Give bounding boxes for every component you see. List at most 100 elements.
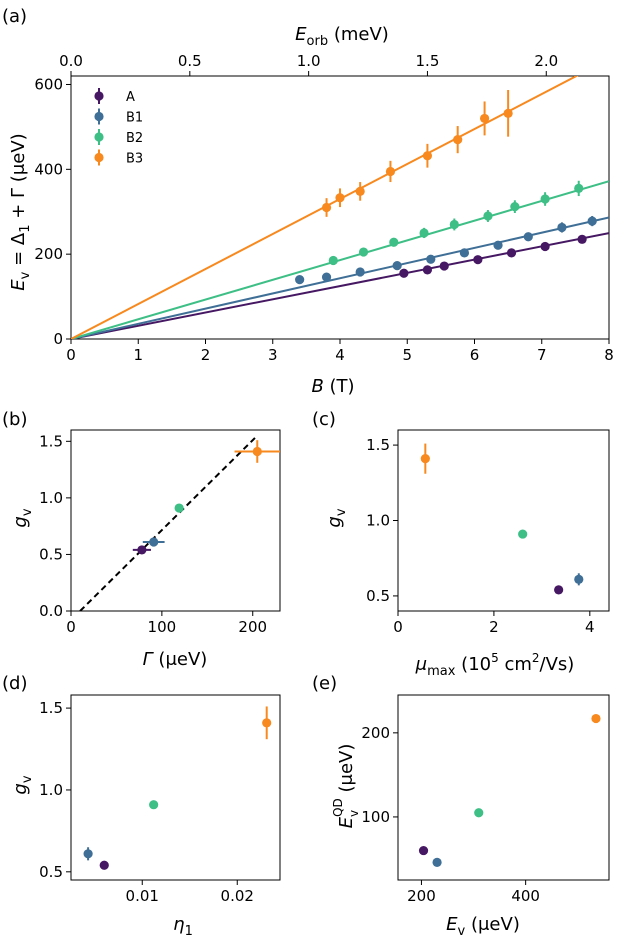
- x-tick-label-a: 7: [537, 346, 547, 364]
- legend-marker-A: [94, 91, 104, 101]
- data-point-B2: [328, 255, 338, 266]
- axis-title-d-y: gv: [10, 775, 35, 794]
- data-point-A: [137, 545, 147, 555]
- x-tick-label-a: 3: [268, 346, 278, 364]
- data-point-B2: [474, 808, 484, 818]
- data-point-B2: [510, 202, 520, 212]
- data-point-B1: [321, 272, 332, 282]
- axis-title-b-y: gv: [10, 508, 35, 527]
- panel-c: 0 2 4 0.5 1.0 1.5: [366, 429, 610, 636]
- x-tick-label-c: 4: [585, 618, 595, 636]
- y-tick-label-a: 600: [34, 75, 63, 93]
- axis-title-e-y: EvQD (μeV): [331, 744, 361, 829]
- y-tick-label-a: 200: [34, 245, 63, 263]
- axes-frame-b: [70, 429, 281, 612]
- x2-tick-label-a: 1.5: [416, 52, 440, 70]
- x-tick-label-a: 4: [335, 346, 345, 364]
- x-tick-label-b: 100: [148, 618, 177, 636]
- data-point-A: [422, 265, 433, 275]
- legend-label-B3: B3: [126, 152, 143, 167]
- plot-area-d: [83, 706, 272, 870]
- y-tick-label-d: 1.0: [39, 781, 63, 799]
- panel-label-d: (d): [2, 673, 27, 694]
- x2-tick-label-a: 2.0: [534, 52, 558, 70]
- x-tick-label-e: 400: [511, 887, 540, 905]
- data-point-B1: [392, 261, 402, 271]
- data-point-A: [99, 860, 109, 870]
- panel-d: 0.01 0.02 0.5 1.0 1.5: [39, 694, 281, 905]
- axis-title-c-y: gv: [324, 508, 349, 527]
- y-tick-label-b: 0.5: [39, 545, 63, 563]
- data-point-B3: [422, 151, 433, 161]
- data-point-A: [577, 234, 587, 244]
- legend-marker-B2: [94, 132, 104, 142]
- legend-label-B2: B2: [126, 131, 143, 146]
- data-point-B3: [321, 202, 332, 213]
- x-tick-label-b: 0: [66, 618, 76, 636]
- panel-b: 0 100 200 0.0 0.5 1.0 1.5: [39, 429, 281, 636]
- data-point-B2: [174, 503, 184, 513]
- data-point-B1: [295, 275, 305, 285]
- data-point-B1: [574, 574, 584, 584]
- data-point-A: [418, 845, 429, 856]
- x-tick-label-a: 5: [402, 346, 412, 364]
- plot-area-e: [418, 713, 601, 867]
- axis-title-d-x: η1: [173, 914, 193, 939]
- y-tick-label-d: 1.5: [39, 699, 63, 717]
- data-point-B3: [252, 446, 262, 457]
- x-tick-label-a: 8: [604, 346, 614, 364]
- y-tick-label-e: 100: [361, 808, 390, 826]
- axis-title-b-x: Γ (μeV): [143, 649, 208, 670]
- data-point-B3: [262, 718, 272, 728]
- data-point-A: [439, 261, 449, 271]
- y-tick-label-c: 1.0: [366, 512, 390, 530]
- axes-frame-a: [70, 75, 610, 340]
- data-point-B2: [389, 237, 399, 247]
- axes-frame-e: [397, 694, 610, 881]
- panel-a: 0 1 2 3 4 5 6 7 8 0 200 400 600 0.0 0.5 1.0 1.5 2.0 A B1 B2 B…: [34, 52, 613, 364]
- data-point-B3: [355, 186, 365, 196]
- y-tick-label-c: 0.5: [366, 587, 390, 605]
- x-tick-label-e: 200: [407, 887, 436, 905]
- y-tick-label-b: 0.0: [39, 602, 63, 620]
- data-point-B3: [420, 454, 430, 464]
- axis-title-c-x: μmax (105 cm2/Vs): [415, 651, 575, 679]
- data-point-B2: [449, 219, 459, 230]
- data-point-A: [506, 248, 517, 258]
- data-point-B3: [335, 193, 345, 203]
- panel-label-c: (c): [312, 409, 336, 430]
- data-point-A: [540, 241, 550, 252]
- legend-label-B1: B1: [126, 111, 143, 126]
- y-tick-label-b: 1.0: [39, 489, 63, 507]
- data-point-B2: [574, 183, 584, 194]
- x-tick-label-d: 0.01: [126, 887, 159, 905]
- data-point-B1: [459, 248, 470, 258]
- plot-area-c: [420, 443, 584, 595]
- axis-title-a-top: Eorb (meV): [295, 24, 389, 49]
- dashed-guide-line: [79, 434, 258, 611]
- panel-e: 200 400 100 200: [361, 694, 610, 905]
- data-point-B2: [149, 800, 159, 810]
- data-point-B3: [503, 108, 513, 118]
- data-point-B1: [557, 222, 567, 233]
- data-point-B2: [419, 228, 429, 238]
- x2-tick-label-a: 0.0: [59, 52, 83, 70]
- x2-tick-label-a: 0.5: [178, 52, 202, 70]
- x-tick-label-d: 0.02: [221, 887, 254, 905]
- data-point-B2: [358, 247, 369, 257]
- x-tick-label-b: 200: [238, 618, 267, 636]
- data-point-B2: [540, 194, 550, 204]
- axis-title-a-x: B (T): [311, 376, 354, 397]
- data-point-B1: [355, 267, 365, 277]
- y-tick-label-d: 0.5: [39, 863, 63, 881]
- data-point-B1: [83, 849, 93, 859]
- data-point-B1: [523, 232, 533, 242]
- y-tick-label-a: 400: [34, 160, 63, 178]
- x-tick-label-c: 0: [393, 618, 403, 636]
- y-tick-label-c: 1.5: [366, 436, 390, 454]
- data-point-B2: [518, 529, 528, 539]
- x-tick-label-a: 0: [66, 346, 76, 364]
- data-point-B3: [479, 113, 490, 124]
